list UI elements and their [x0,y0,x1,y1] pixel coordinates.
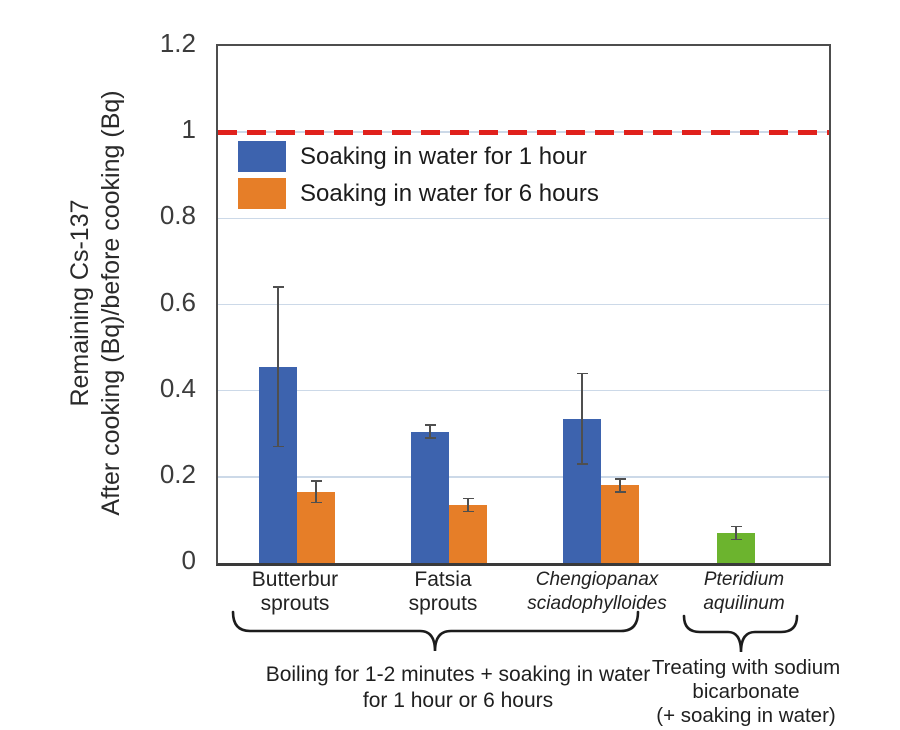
annotation-boiling-line2: for 1 hour or 6 hours [362,689,554,712]
error-bar-cap [424,437,436,439]
error-bar-cap [272,286,284,289]
category-label-line: Fatsia [414,568,472,591]
annotation-bicarbonate-line3: (+ soaking in water) [656,704,836,727]
data-bar [297,491,335,563]
category-label: Butterbur sprouts [185,568,405,616]
legend: Soaking in water for 1 hour Soaking in wa… [238,141,599,209]
data-bar [411,431,449,563]
error-bar-cap [614,491,626,493]
reference-line [218,129,829,135]
error-bar-cap [310,501,322,504]
annotation-bicarbonate-line2: bicarbonate [692,680,800,703]
error-bar-whisker [735,526,737,540]
error-bar-whisker [581,373,583,464]
category-label: Pteridium aquilinum [634,568,854,616]
y-tick-label: 0.4 [159,372,196,403]
gridline [218,389,829,392]
annotation-bicarbonate-line1: Treating with sodium [651,656,841,679]
gridline [218,217,829,220]
gridline [218,303,829,306]
category-label-line: Pteridium [703,569,785,590]
brace-bicarbonate-group [682,614,799,653]
category-label-line: sciadophylloides [527,593,667,614]
legend-label: Soaking in water for 1 hour [300,142,587,170]
legend-swatch [238,141,286,172]
error-bar-whisker [315,481,317,503]
annotation-bicarbonate: Treating with sodium bicarbonate (+ soak… [621,656,871,728]
error-bar-whisker [277,287,279,447]
category-label-line: Butterbur [251,568,339,591]
error-bar-cap [272,445,284,448]
error-bar-cap [576,372,588,375]
legend-label: Soaking in water for 6 hours [300,179,599,207]
error-bar-cap [462,497,474,500]
brace-boiling-group [231,610,640,652]
annotation-boiling: Boiling for 1-2 minutes + soaking in wat… [238,662,678,714]
plot-area: Soaking in water for 1 hour Soaking in wa… [216,44,831,566]
category-label: Chengiopanax sciadophylloides [487,568,707,616]
error-bar-cap [730,525,742,528]
error-bar-cap [576,463,588,465]
error-bar-cap [462,510,474,513]
error-bar-whisker [429,425,431,439]
error-bar-whisker [467,498,469,512]
category-label-line: sprouts [260,592,330,615]
gridline [218,476,829,478]
category-label: Fatsia sprouts [333,568,553,616]
legend-item: Soaking in water for 1 hour [238,141,599,172]
annotation-boiling-line1: Boiling for 1-2 minutes + soaking in wat… [265,663,651,686]
y-tick-label: 0.8 [159,200,196,231]
y-axis-ticks: 1.2 1 0.8 0.6 0.4 0.2 0 [0,0,196,730]
category-label-line: aquilinum [703,593,785,614]
legend-item: Soaking in water for 6 hours [238,178,599,209]
data-bar [601,485,639,563]
category-label-line: Chengiopanax [535,569,659,590]
y-tick-label: 0 [181,545,196,575]
y-tick-label: 1.2 [159,28,196,58]
error-bar-cap [614,478,626,480]
error-bar-cap [730,538,742,541]
error-bar-cap [424,424,436,426]
legend-swatch [238,178,286,209]
y-tick-label: 0.2 [159,458,196,489]
error-bar-cap [310,480,322,482]
category-label-line: sprouts [408,592,478,615]
error-bar-whisker [619,478,621,492]
y-tick-label: 0.6 [159,286,196,317]
data-bar [449,504,487,563]
y-tick-label: 1 [181,114,196,145]
